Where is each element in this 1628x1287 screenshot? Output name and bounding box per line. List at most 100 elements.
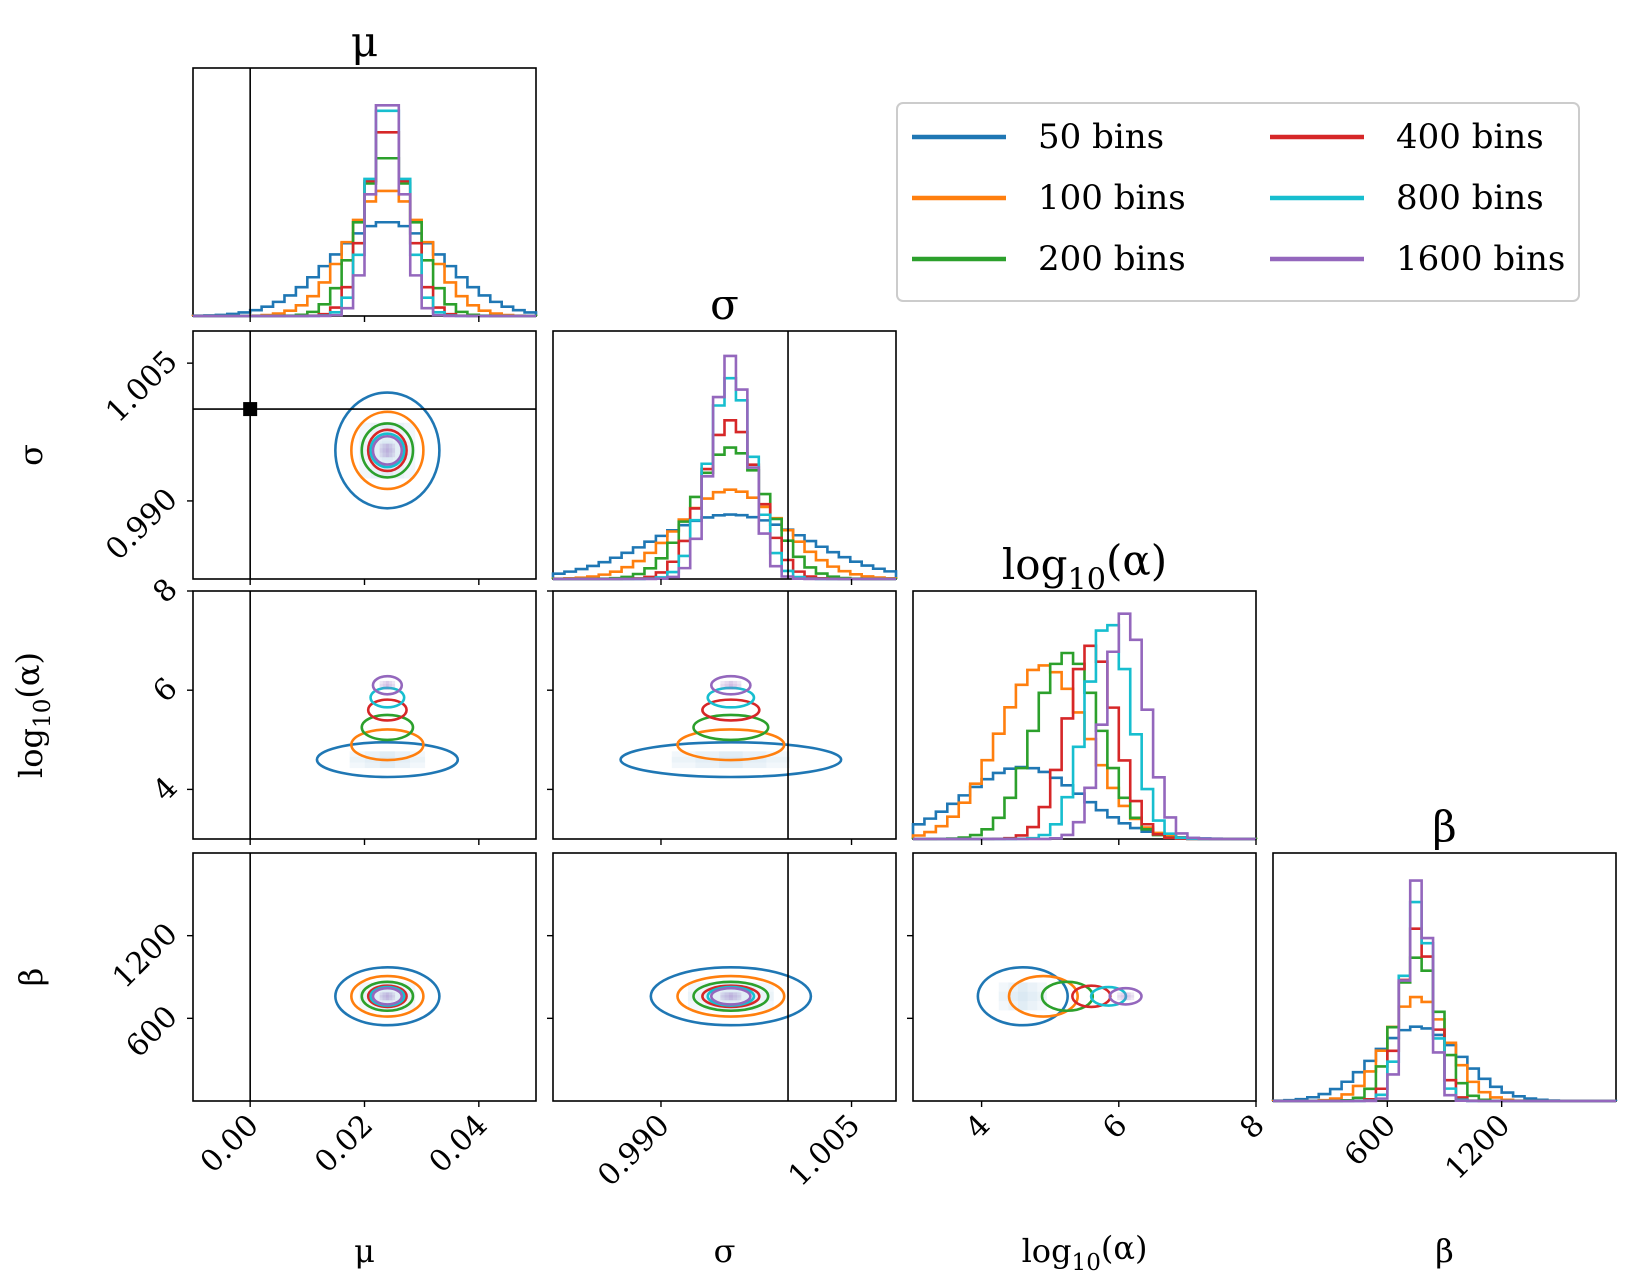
density-cell [1123,992,1128,996]
density-cell [998,991,1009,1002]
contours [619,674,843,779]
density-cell [732,997,738,1001]
density-cell [766,756,790,763]
density-cell [349,756,365,763]
y-tick-label: 6 [146,671,184,709]
panel-frame [912,590,1257,840]
contour-200-bins [692,980,770,1013]
density-cell [359,1001,371,1011]
histogram-100-bins [551,488,898,580]
density-cell [728,686,733,690]
density-cell [737,997,742,1001]
x-axis-label-beta: β [1435,1232,1454,1270]
x-axis-log_alpha: 4 6 8 log10(α) [959,1108,1272,1276]
density-cell [364,762,380,769]
density-cell [1130,997,1135,1001]
contour-200-bins [360,422,415,479]
density-cell [1027,991,1038,1002]
density-cell [388,680,392,684]
density-cell [724,997,729,1001]
density-cell [1008,991,1018,1002]
density-cell [720,995,725,998]
density-cell [379,686,383,690]
density-cell [381,991,393,1002]
x-axis-sigma: 0.990 1.005 σ [591,1108,867,1270]
contour-1600-bins [1108,986,1143,1006]
x-axis-beta: 600 1200 β [1338,1108,1518,1270]
contour-100-bins [350,410,425,491]
legend-label: 1600 bins [1396,239,1565,279]
hist-panel-sigma: σ [551,280,898,585]
density-cell [370,459,382,479]
contour-1600-bins [709,986,752,1006]
density-cell [394,751,411,757]
density-cell [391,995,396,998]
x-axis-mu: 0.00 0.02 0.04 μ [194,1108,495,1270]
legend-label: 50 bins [1038,117,1164,157]
x-tick-label: 0.990 [591,1108,676,1193]
density-cell [388,997,392,1001]
contour-800-bins [369,432,406,469]
density-cell [385,448,389,453]
density-cell [382,992,386,996]
histogram-1600-bins [913,612,1256,841]
density-cell [379,751,395,757]
density-cell [695,751,720,757]
density-cell [671,762,696,769]
x-tick-label: 8 [1233,1108,1271,1146]
y-tick-label: 4 [146,770,184,808]
truth-marker [243,402,258,417]
contour-100-bins [676,974,786,1018]
x-tick-label: 1.005 [782,1108,867,1193]
density-cell [724,680,729,684]
contour-panel-log_alpha-beta [907,852,1257,1107]
density-cell [728,997,733,1001]
contour-100-bins [1007,974,1079,1018]
legend-label: 400 bins [1396,117,1544,157]
density-cell [687,991,706,1002]
density-cell [388,452,392,458]
panel-title-beta: β [1432,802,1456,851]
density-cell [1130,992,1135,996]
contour-50-bins [334,966,441,1027]
density-cell [382,683,386,687]
legend-frame [896,102,1580,302]
density-cell [388,686,392,690]
density-cell [382,997,386,1001]
panel-frame [192,852,537,1102]
density-cell [671,751,696,757]
histogram-400-bins [553,419,896,581]
density-cell [391,686,396,690]
density-cell [404,982,416,992]
density-cell [370,991,382,1002]
density-cell [687,982,706,992]
legend-label: 200 bins [1038,239,1186,279]
contour-1600-bins [371,986,404,1006]
density-cell [756,991,774,1002]
hist-panel-log_alpha: log10(α) [911,536,1258,845]
density-cell [1117,997,1121,1001]
density-cell [392,441,405,460]
density-cell [1120,992,1124,996]
density-cell [385,995,389,998]
density-cell [724,683,729,687]
x-tick-label: 0.02 [308,1108,380,1180]
contours [334,966,441,1027]
histogram-800-bins [553,376,896,581]
x-tick-label: 6 [1096,1108,1134,1146]
contours [334,391,441,510]
y-axis-label-beta: β [12,968,50,987]
y-tick-label: 0.990 [99,482,184,567]
density-cell [737,992,742,996]
contour-1600-bins [371,434,404,466]
contour-200-bins [360,980,415,1013]
y-tick-label: 1200 [106,917,185,996]
contour-50-bins [334,391,441,510]
panel-frame [912,852,1257,1102]
y-tick-label: 1.005 [99,344,184,429]
density-cell [756,1001,774,1011]
density-cell [732,992,738,996]
contours [976,966,1143,1027]
